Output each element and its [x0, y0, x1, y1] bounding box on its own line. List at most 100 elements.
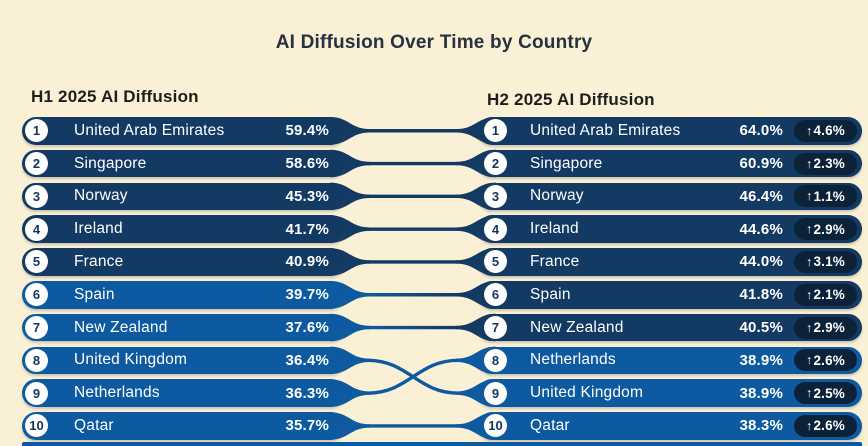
value-label: 35.7%	[285, 417, 329, 435]
country-label: United Arab Emirates	[74, 121, 225, 139]
right-ranking-row: 1 United Arab Emirates 64.0% ↑ 4.6%	[478, 117, 862, 145]
rank-number-circle: 5	[25, 250, 48, 274]
country-label: Singapore	[530, 154, 603, 172]
change-badge: ↑ 4.6%	[794, 119, 857, 142]
right-ranking-row: 7 New Zealand 40.5% ↑ 2.9%	[478, 313, 862, 342]
change-badge: ↑ 2.9%	[794, 316, 857, 339]
change-value: 2.6%	[813, 418, 846, 434]
rank-number-circle: 4	[25, 217, 48, 241]
change-badge: ↑ 2.3%	[794, 152, 857, 175]
column-header-h1: H1 2025 AI Diffusion	[31, 87, 199, 106]
country-label: Singapore	[74, 154, 147, 172]
rank-number-circle: 4	[484, 217, 507, 241]
country-label: United Arab Emirates	[530, 121, 681, 139]
up-arrow-icon: ↑	[805, 287, 813, 302]
change-badge: ↑ 2.1%	[794, 283, 857, 306]
rank-number-circle: 10	[25, 414, 48, 438]
value-label: 36.3%	[285, 384, 329, 402]
country-label: Norway	[74, 187, 128, 205]
value-label: 60.9%	[739, 155, 783, 173]
change-value: 2.9%	[813, 221, 846, 237]
column-header-h2: H2 2025 AI Diffusion	[487, 90, 655, 109]
country-label: Qatar	[530, 416, 570, 434]
value-label: 37.6%	[285, 319, 329, 337]
country-label: France	[530, 252, 580, 270]
country-label: New Zealand	[74, 318, 168, 336]
country-label: Netherlands	[74, 384, 160, 402]
rank-number-circle: 3	[484, 184, 507, 208]
change-badge: ↑ 1.1%	[794, 185, 857, 208]
rank-number-circle: 1	[484, 119, 507, 143]
chart-title: AI Diffusion Over Time by Country	[275, 32, 593, 53]
rank-number-circle: 5	[484, 250, 507, 274]
value-label: 41.7%	[285, 220, 329, 238]
change-value: 2.5%	[813, 385, 846, 401]
value-label: 38.3%	[739, 417, 783, 435]
right-ranking-row: 8 Netherlands 38.9% ↑ 2.6%	[478, 346, 862, 375]
rank-number-circle: 2	[25, 152, 48, 176]
right-ranking-row: 4 Ireland 44.6% ↑ 2.9%	[478, 215, 862, 243]
left-ranking-row: 7 New Zealand 37.6%	[22, 313, 345, 342]
value-label: 58.6%	[285, 155, 329, 173]
left-ranking-row: 1 United Arab Emirates 59.4%	[22, 117, 345, 145]
up-arrow-icon: ↑	[805, 320, 813, 335]
country-label: Spain	[74, 285, 115, 303]
up-arrow-icon: ↑	[805, 353, 813, 368]
value-label: 44.6%	[739, 220, 783, 238]
change-badge: ↑ 3.1%	[794, 250, 857, 273]
left-ranking-row: 8 United Kingdom 36.4%	[22, 346, 345, 375]
rank-number-circle: 8	[484, 348, 507, 372]
change-badge: ↑ 2.5%	[794, 382, 857, 405]
rank-number-circle: 9	[484, 381, 507, 405]
connector-line	[367, 358, 459, 395]
rank-number-circle: 6	[25, 283, 48, 307]
value-label: 45.3%	[285, 187, 329, 205]
rank-number-circle: 10	[484, 414, 507, 438]
value-label: 41.8%	[739, 286, 783, 304]
up-arrow-icon: ↑	[805, 386, 813, 401]
value-label: 39.7%	[285, 286, 329, 304]
cropped-next-row	[22, 442, 862, 446]
value-label: 59.4%	[285, 122, 329, 140]
value-label: 40.9%	[285, 253, 329, 271]
country-label: New Zealand	[530, 318, 624, 336]
up-arrow-icon: ↑	[805, 189, 813, 204]
left-ranking-row: 3 Norway 45.3%	[22, 182, 345, 211]
value-label: 36.4%	[285, 351, 329, 369]
change-value: 4.6%	[813, 123, 846, 139]
rank-number-circle: 3	[25, 184, 48, 208]
change-value: 2.9%	[813, 320, 846, 336]
change-value: 2.3%	[813, 156, 846, 172]
rank-number-circle: 6	[484, 283, 507, 307]
up-arrow-icon: ↑	[805, 254, 813, 269]
value-label: 64.0%	[739, 122, 783, 140]
rank-number-circle: 7	[484, 316, 507, 340]
left-ranking-row: 5 France 40.9%	[22, 248, 345, 276]
right-ranking-row: 6 Spain 41.8% ↑ 2.1%	[478, 281, 862, 309]
change-value: 1.1%	[813, 188, 846, 204]
change-badge: ↑ 2.6%	[794, 349, 857, 372]
country-label: United Kingdom	[74, 351, 188, 369]
change-value: 2.1%	[813, 287, 846, 303]
change-value: 3.1%	[813, 254, 846, 270]
change-badge: ↑ 2.9%	[794, 218, 857, 241]
country-label: Norway	[530, 187, 584, 205]
rank-number-circle: 7	[25, 316, 48, 340]
rank-number-circle: 2	[484, 152, 507, 176]
country-label: United Kingdom	[530, 384, 644, 402]
value-label: 38.9%	[739, 384, 783, 402]
right-ranking-row: 2 Singapore 60.9% ↑ 2.3%	[478, 149, 862, 178]
rank-number-circle: 9	[25, 381, 48, 405]
left-ranking-row: 2 Singapore 58.6%	[22, 149, 345, 178]
left-ranking-row: 4 Ireland 41.7%	[22, 215, 345, 243]
country-label: Qatar	[74, 416, 114, 434]
value-label: 44.0%	[739, 253, 783, 271]
value-label: 46.4%	[739, 187, 783, 205]
left-ranking-row: 6 Spain 39.7%	[22, 281, 345, 309]
value-label: 40.5%	[739, 319, 783, 337]
left-ranking-row: 10 Qatar 35.7%	[22, 412, 345, 440]
right-ranking-row: 3 Norway 46.4% ↑ 1.1%	[478, 182, 862, 211]
value-label: 38.9%	[739, 351, 783, 369]
right-ranking-row: 5 France 44.0% ↑ 3.1%	[478, 248, 862, 276]
up-arrow-icon: ↑	[805, 156, 813, 171]
